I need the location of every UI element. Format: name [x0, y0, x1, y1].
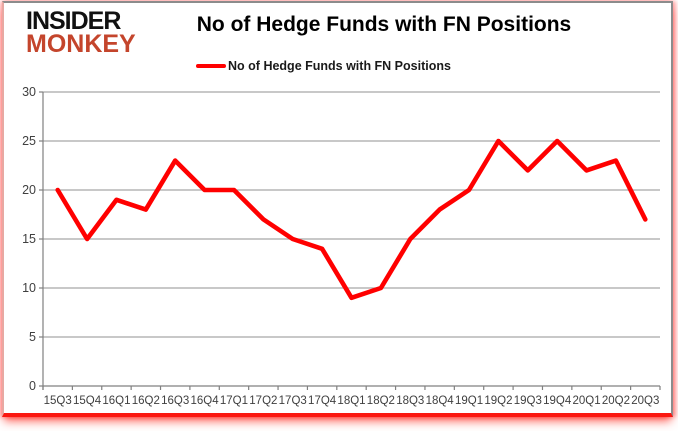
x-axis-label: 16Q2: [132, 395, 160, 407]
x-axis-label: 16Q3: [161, 395, 189, 407]
y-axis-label: 15: [22, 232, 36, 246]
x-axis-label: 19Q4: [543, 395, 572, 407]
y-axis-label: 30: [22, 85, 36, 99]
line-chart: 0 5 10 15 20 25 30 15Q3 15Q4 16Q1 16Q2 16Q3 16Q4 17Q1…: [22, 85, 661, 407]
y-axis-label: 20: [22, 183, 36, 197]
series-line: [55, 138, 648, 301]
x-axis-label: 20Q1: [572, 395, 600, 407]
x-axis-label: 18Q2: [367, 395, 395, 407]
x-axis-label: 20Q2: [602, 395, 630, 407]
x-axis-label: 17Q2: [249, 395, 277, 407]
y-axis-label: 5: [29, 330, 36, 344]
insider-monkey-logo: INSIDER MONKEY: [26, 7, 136, 59]
x-axis-label: 18Q1: [337, 395, 365, 407]
x-axis-label: 19Q3: [514, 395, 542, 407]
legend-series-label: No of Hedge Funds with FN Positions: [228, 59, 451, 73]
x-axis-label: 17Q1: [220, 395, 248, 407]
x-axis-label: 17Q4: [308, 395, 337, 407]
chart-legend: No of Hedge Funds with FN Positions: [0, 59, 657, 73]
x-axis-label: 17Q3: [279, 395, 307, 407]
logo-text-monkey: MONKEY: [26, 30, 136, 59]
x-axis-label: 20Q3: [631, 395, 659, 407]
chart-title: No of Hedge Funds with FN Positions: [196, 13, 572, 36]
logo-text-insider: INSIDER: [26, 7, 121, 35]
x-axis-label: 15Q4: [73, 395, 102, 407]
y-axis-label: 25: [22, 134, 36, 148]
plot-area-container: 0 5 10 15 20 25 30 15Q3 15Q4 16Q1 16Q2 16Q3 16Q4 17Q1…: [4, 81, 671, 411]
legend-line-swatch-icon: [196, 64, 227, 68]
x-axis-label: 19Q1: [455, 395, 483, 407]
y-axis-label: 10: [22, 281, 36, 295]
x-axis-label: 18Q4: [426, 395, 455, 407]
x-axis-label: 19Q2: [484, 395, 512, 407]
x-axis-label: 18Q3: [396, 395, 424, 407]
y-axis-label: 0: [29, 379, 36, 393]
chart-card: INSIDER MONKEY No of Hedge Funds with FN…: [2, 1, 673, 417]
x-axis-label: 15Q3: [44, 395, 72, 407]
x-axis-label: 16Q1: [102, 395, 130, 407]
x-axis-label: 16Q4: [191, 395, 220, 407]
